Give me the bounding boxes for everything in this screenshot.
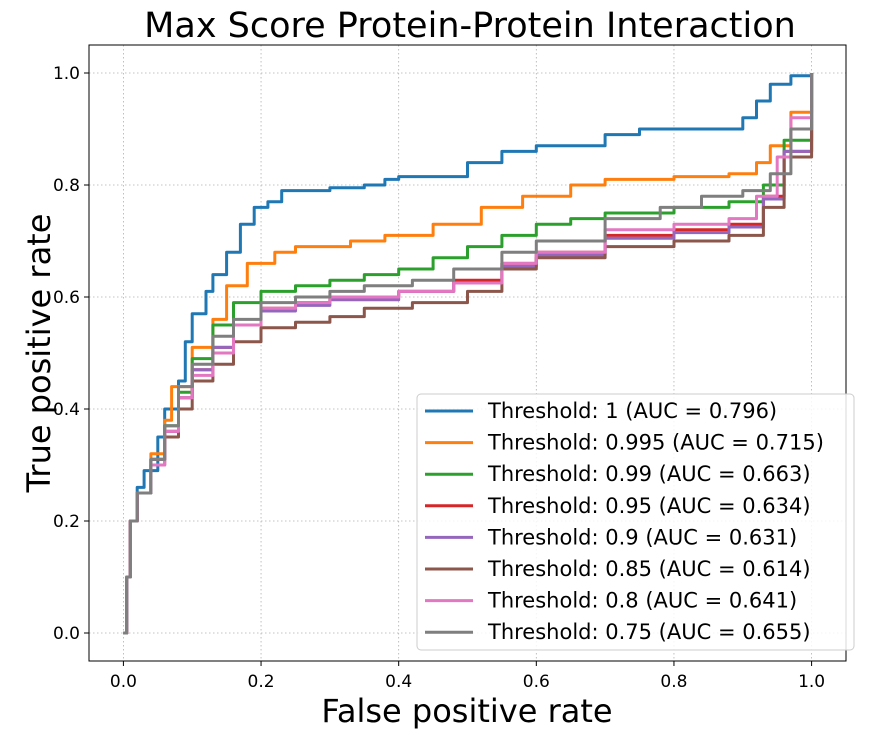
y-tick-label-5: 1.0 — [53, 64, 80, 84]
axis-ticks: 0.0 0.2 0.4 0.6 0.8 1.0 0.0 0.2 0.4 0.6 0.8 1.0 — [53, 64, 825, 692]
legend-label-4: Threshold: 0.9 (AUC = 0.631) — [487, 525, 797, 549]
y-tick-label-4: 0.8 — [53, 176, 80, 196]
series-lines — [123, 73, 814, 635]
y-tick-label-3: 0.6 — [53, 288, 80, 308]
x-tick-label-4: 0.8 — [660, 672, 687, 692]
x-axis-label: False positive rate — [321, 692, 612, 730]
legend-label-2: Threshold: 0.99 (AUC = 0.663) — [487, 462, 811, 486]
legend-label-6: Threshold: 0.8 (AUC = 0.641) — [487, 589, 797, 613]
x-tick-label-1: 0.2 — [248, 672, 275, 692]
y-tick-label-0: 0.0 — [53, 624, 80, 644]
legend-label-7: Threshold: 0.75 (AUC = 0.655) — [487, 620, 811, 644]
x-tick-label-0: 0.0 — [110, 672, 137, 692]
series-line-7 — [123, 73, 814, 635]
x-tick-label-2: 0.4 — [385, 672, 412, 692]
y-tick-label-2: 0.4 — [53, 400, 80, 420]
x-tick-label-5: 1.0 — [798, 672, 825, 692]
chart-title: Max Score Protein-Protein Interaction — [144, 6, 796, 46]
y-tick-label-1: 0.2 — [53, 512, 80, 532]
series-line-0 — [123, 73, 814, 635]
y-axis-label: True positive rate — [20, 214, 58, 494]
legend: Threshold: 1 (AUC = 0.796) Threshold: 0.9… — [416, 393, 855, 651]
legend-label-5: Threshold: 0.85 (AUC = 0.614) — [487, 557, 811, 581]
series-line-1 — [123, 73, 814, 635]
plot-frame — [88, 44, 847, 662]
x-tick-label-3: 0.6 — [523, 672, 550, 692]
legend-box — [416, 393, 855, 651]
legend-label-1: Threshold: 0.995 (AUC = 0.715) — [487, 431, 824, 455]
legend-label-3: Threshold: 0.95 (AUC = 0.634) — [487, 494, 811, 518]
legend-label-0: Threshold: 1 (AUC = 0.796) — [487, 399, 777, 423]
